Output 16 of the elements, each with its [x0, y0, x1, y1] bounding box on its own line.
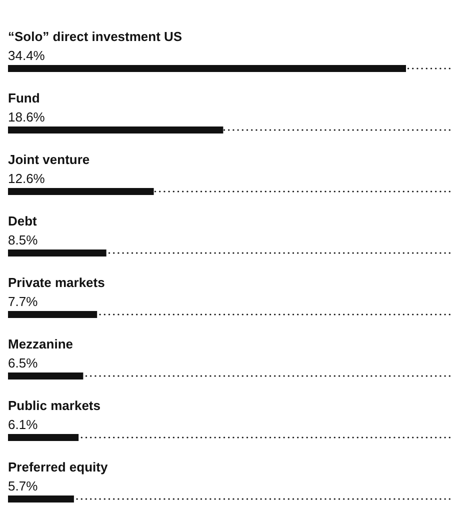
y-tick-label: Public markets	[8, 398, 100, 413]
data-label: 34.4%	[8, 48, 46, 63]
data-label: 8.5%	[8, 232, 38, 248]
data-label: 5.7%	[8, 478, 38, 494]
y-tick-label: Preferred equity	[8, 460, 108, 474]
y-tick-label: Mezzanine	[8, 336, 74, 352]
y-tick-label: Debt	[8, 214, 38, 228]
data-label: 6.5%	[8, 356, 38, 370]
y-tick-label: Joint venture	[8, 152, 90, 167]
data-label: 7.7%	[8, 294, 38, 309]
y-tick-label: Private markets	[8, 275, 105, 290]
data-label: 18.6%	[8, 110, 46, 124]
data-label: 12.6%	[8, 171, 46, 186]
y-tick-label: Fund	[8, 90, 40, 106]
y-tick-label: “Solo” direct investment US	[8, 29, 182, 44]
data-label: 6.1%	[8, 417, 38, 432]
